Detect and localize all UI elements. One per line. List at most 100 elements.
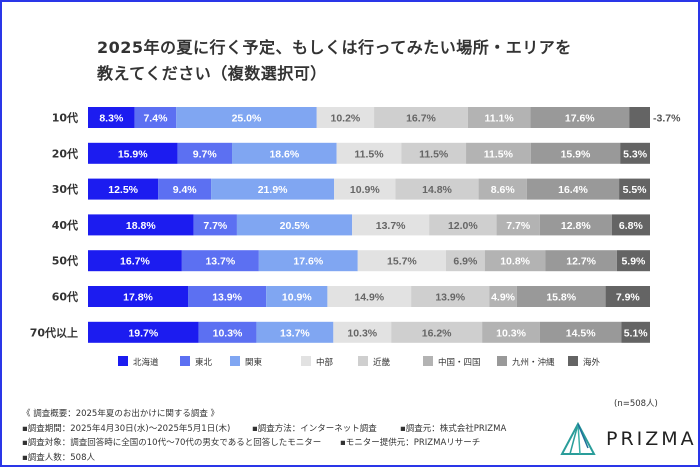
data-label: 7.4%: [143, 113, 168, 125]
data-label: 16.2%: [422, 327, 452, 339]
data-label: 17.6%: [293, 256, 323, 268]
bar-segment: [401, 142, 467, 164]
data-label: 11.5%: [484, 148, 514, 160]
data-label: 5.5%: [623, 184, 648, 196]
bar-segment: [188, 286, 267, 307]
legend-swatch: [301, 356, 311, 366]
sample-size: (n=508人): [614, 399, 658, 409]
survey-notes: 《 調査概要：2025年夏のお出かけに関する調査 》 ▪調査期間：2025年4月…: [22, 407, 506, 465]
bar-segment: [429, 214, 497, 236]
bar-segment: [134, 107, 177, 128]
bar-segment: [88, 214, 194, 236]
data-label: 7.7%: [506, 220, 531, 232]
data-label: 18.6%: [269, 148, 299, 160]
legend-label: 関東: [245, 357, 263, 368]
bar-segment: [357, 250, 446, 272]
bar-segment: [177, 142, 233, 164]
prizma-logo: PRIZMA: [560, 422, 697, 456]
data-label: 13.7%: [205, 256, 235, 268]
bar-segment: [616, 250, 650, 272]
bar-segment: [539, 321, 622, 343]
bar-segment: [352, 214, 430, 236]
logo-text: PRIZMA: [606, 428, 697, 450]
bar-segment: [411, 286, 490, 307]
bar-segment: [621, 321, 650, 343]
data-label: 14.9%: [354, 292, 384, 304]
legend-label: 北海道: [133, 357, 159, 368]
data-label: 16.4%: [558, 184, 588, 196]
category-label: 30代: [52, 182, 78, 196]
bar-segment: [258, 250, 358, 272]
legend-swatch: [118, 356, 128, 366]
data-label: 10.3%: [347, 327, 377, 339]
legend-label: 九州・沖縄: [512, 357, 555, 368]
bar-segment: [256, 321, 334, 343]
data-label: 5.9%: [621, 256, 646, 268]
data-label: 15.9%: [561, 148, 591, 160]
category-label: 20代: [52, 146, 78, 160]
data-label: 10.3%: [213, 327, 243, 339]
bar-segment: [232, 142, 337, 164]
data-label: 9.7%: [193, 148, 218, 160]
data-label: 16.7%: [406, 113, 436, 125]
legend-swatch: [497, 356, 507, 366]
bar-segment: [333, 321, 392, 343]
bar-segment: [88, 142, 178, 164]
bar-segment: [88, 286, 189, 307]
bar-segment: [395, 178, 479, 200]
bar-segment: [88, 321, 199, 343]
category-label: 10代: [52, 111, 78, 125]
data-label: 10.9%: [350, 184, 380, 196]
bar-segment: [530, 107, 630, 128]
category-label: 50代: [52, 254, 78, 268]
legend-label: 近畿: [373, 357, 391, 368]
legend-label: 東北: [195, 357, 213, 368]
data-label: 13.7%: [376, 220, 406, 232]
bar-segment: [605, 286, 650, 307]
legend-label: 中国・四国: [438, 357, 481, 368]
data-label: 12.0%: [448, 220, 478, 232]
bar-segment: [316, 107, 375, 128]
data-label: 15.7%: [387, 256, 417, 268]
data-label: 8.3%: [99, 113, 124, 125]
data-label: 11.5%: [354, 148, 384, 160]
bar-segment: [629, 107, 650, 128]
bar-segment: [467, 107, 531, 128]
stacked-bar-chart: 10代 8.3% 7.4% 25.0% 10.2% 16.7% 11.1% 17.6% -3.7…: [30, 107, 681, 368]
data-label: 8.6%: [491, 184, 516, 196]
bar-segment: [530, 142, 621, 164]
data-label: 7.9%: [616, 292, 641, 304]
bar-segment: [211, 178, 335, 200]
legend-swatch: [358, 356, 368, 366]
data-label: 19.7%: [128, 327, 158, 339]
bar-segment: [516, 286, 606, 307]
data-label: 12.5%: [108, 184, 138, 196]
data-label: 21.9%: [258, 184, 288, 196]
data-label: 16.7%: [120, 256, 150, 268]
bar-segment: [526, 178, 620, 200]
legend-label: 中部: [316, 357, 334, 368]
notes-period: ▪調査期間：2025年4月30日(水)〜2025年5月1日(木): [22, 423, 231, 434]
data-label: 5.3%: [623, 148, 648, 160]
bar-segment: [478, 178, 527, 200]
data-label: 5.1%: [624, 327, 649, 339]
data-label: 14.5%: [566, 327, 596, 339]
legend-swatch: [180, 356, 190, 366]
data-label: 12.7%: [566, 256, 596, 268]
title-line-1: 2025年の夏に行く予定、もしくは行ってみたい場所・エリアを: [97, 38, 572, 57]
bar-segment: [391, 321, 483, 343]
data-label: 10.8%: [500, 256, 530, 268]
data-label: 6.9%: [453, 256, 478, 268]
notes-target: ▪調査対象：調査回答時に全国の10代〜70代の男女であると回答したモニター: [22, 438, 322, 448]
bar-segment: [496, 214, 540, 236]
bar-segment: [374, 107, 468, 128]
bar-segment: [236, 214, 353, 236]
notes-provider: ▪モニター提供元：PRIZMAリサーチ: [340, 438, 481, 448]
data-label: 15.9%: [118, 148, 148, 160]
bar-segment: [88, 107, 135, 128]
legend-swatch: [423, 356, 433, 366]
legend-label: 海外: [583, 357, 601, 368]
data-label: 11.1%: [485, 113, 515, 125]
bar-segment: [198, 321, 257, 343]
bar-segment: [545, 250, 617, 272]
